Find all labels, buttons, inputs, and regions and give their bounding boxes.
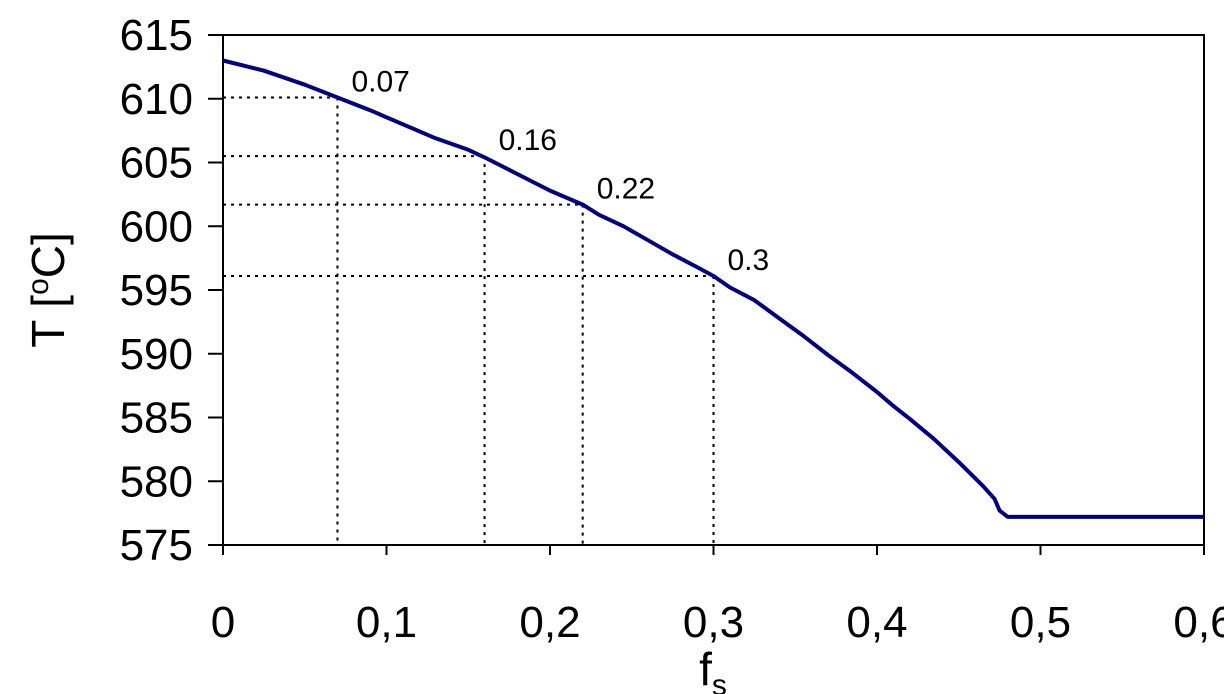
y-tick-label: 575 <box>120 521 193 570</box>
x-tick-label: 0,3 <box>683 598 744 647</box>
guide-lines <box>223 96 715 545</box>
annotation-label: 0.07 <box>351 65 409 98</box>
x-axis-title-main: f <box>699 643 712 694</box>
y-axis-title-superscript: o <box>22 278 55 295</box>
y-axis-title-prefix: T [ <box>22 295 74 348</box>
y-tick-label: 605 <box>120 139 193 188</box>
x-tick-label: 0,5 <box>1010 598 1071 647</box>
x-axis-title: fs <box>699 643 727 694</box>
y-tick-label: 615 <box>120 11 193 60</box>
series-line <box>222 58 1204 519</box>
y-axis-title-suffix: C] <box>22 232 74 278</box>
annotations: 0.07 0.16 0.22 0.3 <box>351 65 769 277</box>
y-axis-title: T [oC] <box>22 232 74 348</box>
y-tick-label: 600 <box>120 202 193 251</box>
x-tick-label: 0 <box>211 598 235 647</box>
annotation-label: 0.16 <box>499 124 557 157</box>
x-tick-label: 0,2 <box>519 598 580 647</box>
series-layer <box>222 58 1204 519</box>
y-tick-label: 610 <box>120 75 193 124</box>
annotation-label: 0.22 <box>597 173 655 206</box>
x-axis-title-subscript: s <box>712 669 727 694</box>
annotation-label: 0.3 <box>728 244 770 277</box>
y-tick-label: 595 <box>120 266 193 315</box>
y-tick-label: 580 <box>120 457 193 506</box>
axis-ticks: 575 580 585 590 595 600 605 610 615 0 0,1 0,2 0,3 0,4… <box>120 11 1224 647</box>
y-tick-label: 590 <box>120 330 193 379</box>
y-tick-label: 585 <box>120 394 193 443</box>
x-tick-label: 0,6 <box>1173 598 1224 647</box>
x-tick-label: 0,4 <box>846 598 907 647</box>
x-tick-label: 0,1 <box>356 598 417 647</box>
